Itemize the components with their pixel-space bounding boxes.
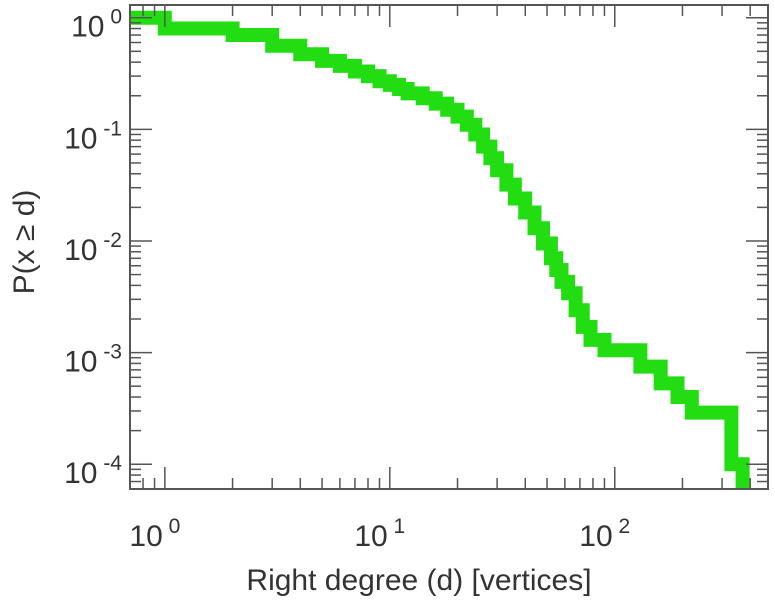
x-tick-label: 10 2 — [579, 515, 630, 553]
data-layer — [130, 10, 750, 489]
x-axis-label: Right degree (d) [vertices] — [246, 564, 591, 597]
x-tick-label: 10 0 — [129, 515, 180, 553]
series-line-0 — [130, 10, 750, 489]
tick-layer — [129, 5, 768, 490]
tick-label-layer: 10 0 10 1 10 2 10 0 10 -1 10 -2 10 -3 10 -4 — [64, 6, 630, 553]
y-tick-label: 10 -2 — [64, 229, 122, 267]
y-tick-label: 10 0 — [71, 6, 122, 44]
y-tick-label: 10 -3 — [64, 341, 122, 379]
y-tick-label: 10 -4 — [64, 452, 122, 490]
y-axis-label: P(x ≥ d) — [8, 190, 41, 295]
x-tick-label: 10 1 — [354, 515, 405, 553]
plot-frame — [129, 4, 769, 490]
y-tick-label: 10 -1 — [64, 117, 122, 155]
